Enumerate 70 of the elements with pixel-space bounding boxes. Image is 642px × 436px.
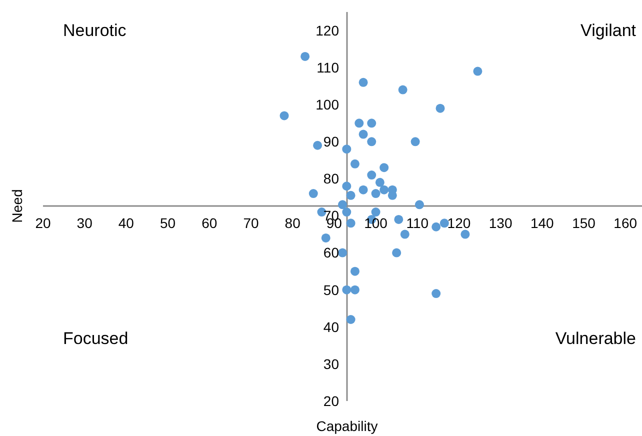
point (313, 140, 322, 150)
point (338, 200, 347, 210)
x-tick-label: 30 (76, 215, 93, 231)
point (350, 159, 360, 168)
x-tick-label: 150 (572, 215, 596, 231)
point (380, 163, 389, 172)
point (432, 289, 441, 298)
point (371, 208, 380, 217)
point (346, 218, 356, 228)
x-tick-label: 160 (614, 215, 638, 231)
y-tick-label: 40 (323, 318, 340, 335)
y-tick-label: 50 (323, 282, 340, 298)
point (358, 78, 368, 87)
point (367, 118, 376, 128)
point (371, 189, 380, 198)
point (394, 214, 404, 224)
annotation: Focused (63, 329, 128, 348)
y-tick-label: 20 (323, 392, 340, 409)
point (414, 200, 424, 210)
x-tick-label: 80 (284, 215, 301, 231)
y-tick-label: 80 (323, 170, 340, 187)
y-tick-label: 60 (323, 244, 340, 261)
point (358, 130, 368, 139)
x-tick-label: 40 (118, 215, 134, 231)
x-tick-label: 120 (447, 215, 471, 231)
y-tick-label: 120 (316, 22, 340, 38)
point (342, 208, 352, 217)
point (342, 182, 352, 191)
point (280, 111, 289, 120)
x-tick-label: 60 (202, 215, 218, 231)
point (400, 230, 410, 239)
point (346, 190, 356, 200)
annotation: Neurotic (63, 21, 127, 40)
x-tick-label: 20 (35, 215, 51, 231)
point (375, 178, 384, 187)
point (354, 118, 364, 128)
point (350, 266, 360, 276)
point (321, 233, 330, 242)
x-tick-label: 70 (243, 215, 259, 231)
y-tick-label: 100 (316, 96, 340, 113)
point (358, 185, 368, 194)
point (380, 185, 389, 194)
point (410, 137, 420, 146)
y-tick-label: 110 (316, 59, 340, 76)
x-tick-label: 130 (488, 215, 512, 231)
point (342, 285, 352, 294)
point (346, 314, 356, 324)
point (473, 66, 482, 76)
annotation: Vigilant (580, 21, 636, 40)
x-tick-label: 140 (530, 215, 554, 231)
point (392, 248, 402, 258)
y-tick-label: 90 (323, 134, 340, 150)
x-axis-title: Capability (316, 418, 378, 434)
annotation: Vulnerable (555, 329, 636, 348)
point (432, 222, 441, 232)
point (367, 137, 376, 146)
point (367, 170, 376, 180)
point (338, 248, 347, 258)
point (350, 285, 360, 294)
point (436, 104, 445, 113)
y-axis-title: Need (9, 189, 25, 223)
x-tick-label: 50 (160, 215, 176, 231)
point (308, 189, 318, 198)
point (300, 52, 310, 61)
y-tick-label: 30 (323, 356, 340, 372)
x-tick-label: 110 (406, 215, 429, 231)
point (398, 85, 408, 94)
x-tick-label: 100 (364, 215, 388, 231)
point (342, 144, 352, 154)
point (460, 230, 470, 239)
